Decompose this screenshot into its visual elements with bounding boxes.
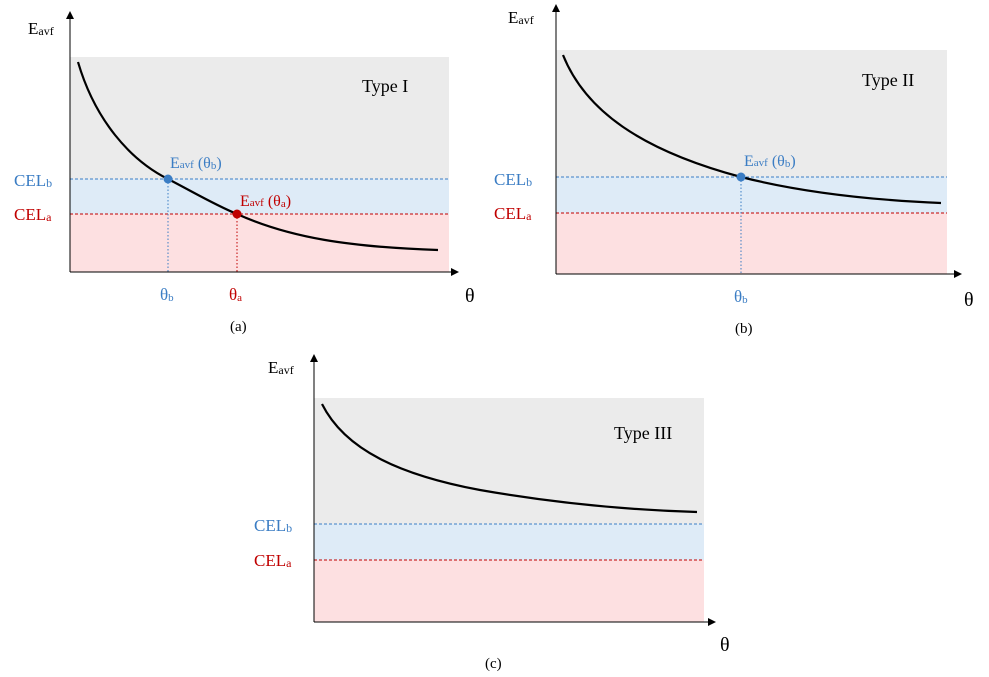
blue-region [70, 179, 449, 214]
y-axis-label: Eavf [268, 358, 294, 377]
cel-a-label: CELa [14, 205, 52, 224]
y-axis-label: Eavf [28, 19, 54, 38]
x-axis-label: θ [964, 289, 974, 311]
point-b-label: Eavf (θb) [744, 153, 796, 170]
panel-caption: (a) [230, 319, 247, 335]
x-axis-label: θ [720, 634, 730, 656]
type-label: Type I [362, 76, 408, 96]
intersection-point-a [232, 209, 242, 219]
gray-region [70, 57, 449, 179]
x-axis-label: θ [465, 285, 475, 307]
cel-b-label: CELb [14, 171, 52, 190]
panel-c: Eavf θ Type III CELb CELa (c) [254, 354, 730, 672]
panel-caption: (c) [485, 656, 502, 672]
gray-region [556, 50, 947, 177]
eavf-curve [321, 403, 698, 514]
eavf-curve [76, 61, 439, 252]
blue-region [314, 524, 704, 560]
red-region [556, 213, 947, 274]
red-region [314, 560, 704, 622]
blue-region [556, 177, 947, 213]
intersection-point-b [736, 172, 746, 182]
cel-a-label: CELa [254, 551, 292, 570]
y-axis-label: Eavf [508, 8, 534, 27]
cel-b-label: CELb [254, 516, 292, 535]
point-b-label: Eavf (θb) [170, 155, 222, 172]
type-label: Type II [862, 70, 914, 90]
cel-b-label: CELb [494, 170, 532, 189]
panel-a: Eavf θ Type I CELb CELa Eavf (θb) Eavf (… [14, 11, 475, 335]
gray-region [314, 398, 704, 524]
cel-a-label: CELa [494, 204, 532, 223]
theta-b-tick-label: θb [734, 287, 748, 306]
point-a-label: Eavf (θa) [240, 193, 291, 210]
panel-caption: (b) [735, 321, 753, 337]
theta-a-tick-label: θa [229, 285, 242, 304]
type-label: Type III [614, 423, 672, 443]
theta-b-tick-label: θb [160, 285, 174, 304]
panel-b: Eavf θ Type II CELb CELa Eavf (θb) θb (b… [494, 4, 974, 337]
intersection-point-b [163, 174, 173, 184]
